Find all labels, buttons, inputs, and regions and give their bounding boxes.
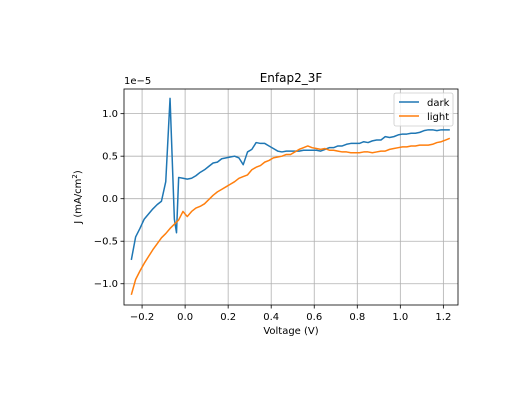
series-lines — [130, 97, 451, 296]
series-line-light — [130, 137, 451, 296]
y-tick-label: 0.5 — [102, 152, 118, 163]
x-tick-label: 0.8 — [349, 312, 365, 323]
x-tick-label: 0.4 — [263, 312, 279, 323]
y-tick-label: −0.5 — [94, 237, 118, 248]
y-axis-label: J (mA/cm2) — [71, 170, 84, 225]
x-tick-label: 1.0 — [392, 312, 408, 323]
chart-title: Enfap2_3F — [260, 71, 323, 85]
axis-ticks: −0.2 0.0 0.2 0.4 0.6 0.8 1.0 1.2 −1.0 −0.5 0.0 0.5 1… — [94, 109, 452, 323]
x-tick-label: 1.2 — [435, 312, 451, 323]
y-tick-label: −1.0 — [94, 279, 118, 290]
legend-label-dark: dark — [427, 98, 450, 109]
legend-label-light: light — [427, 112, 449, 123]
x-tick-label: −0.2 — [130, 312, 154, 323]
x-tick-label: 0.6 — [306, 312, 322, 323]
x-tick-label: 0.2 — [220, 312, 236, 323]
legend: dark light — [393, 92, 454, 127]
y-axis-offset-label: 1e−5 — [124, 76, 151, 87]
series-line-dark — [130, 97, 450, 261]
grid-lines — [124, 89, 458, 305]
x-axis-label: Voltage (V) — [263, 326, 318, 337]
y-tick-label: 1.0 — [102, 109, 118, 120]
plot-frame — [123, 88, 459, 306]
x-tick-label: 0.0 — [177, 312, 193, 323]
y-tick-label: 0.0 — [102, 194, 118, 205]
